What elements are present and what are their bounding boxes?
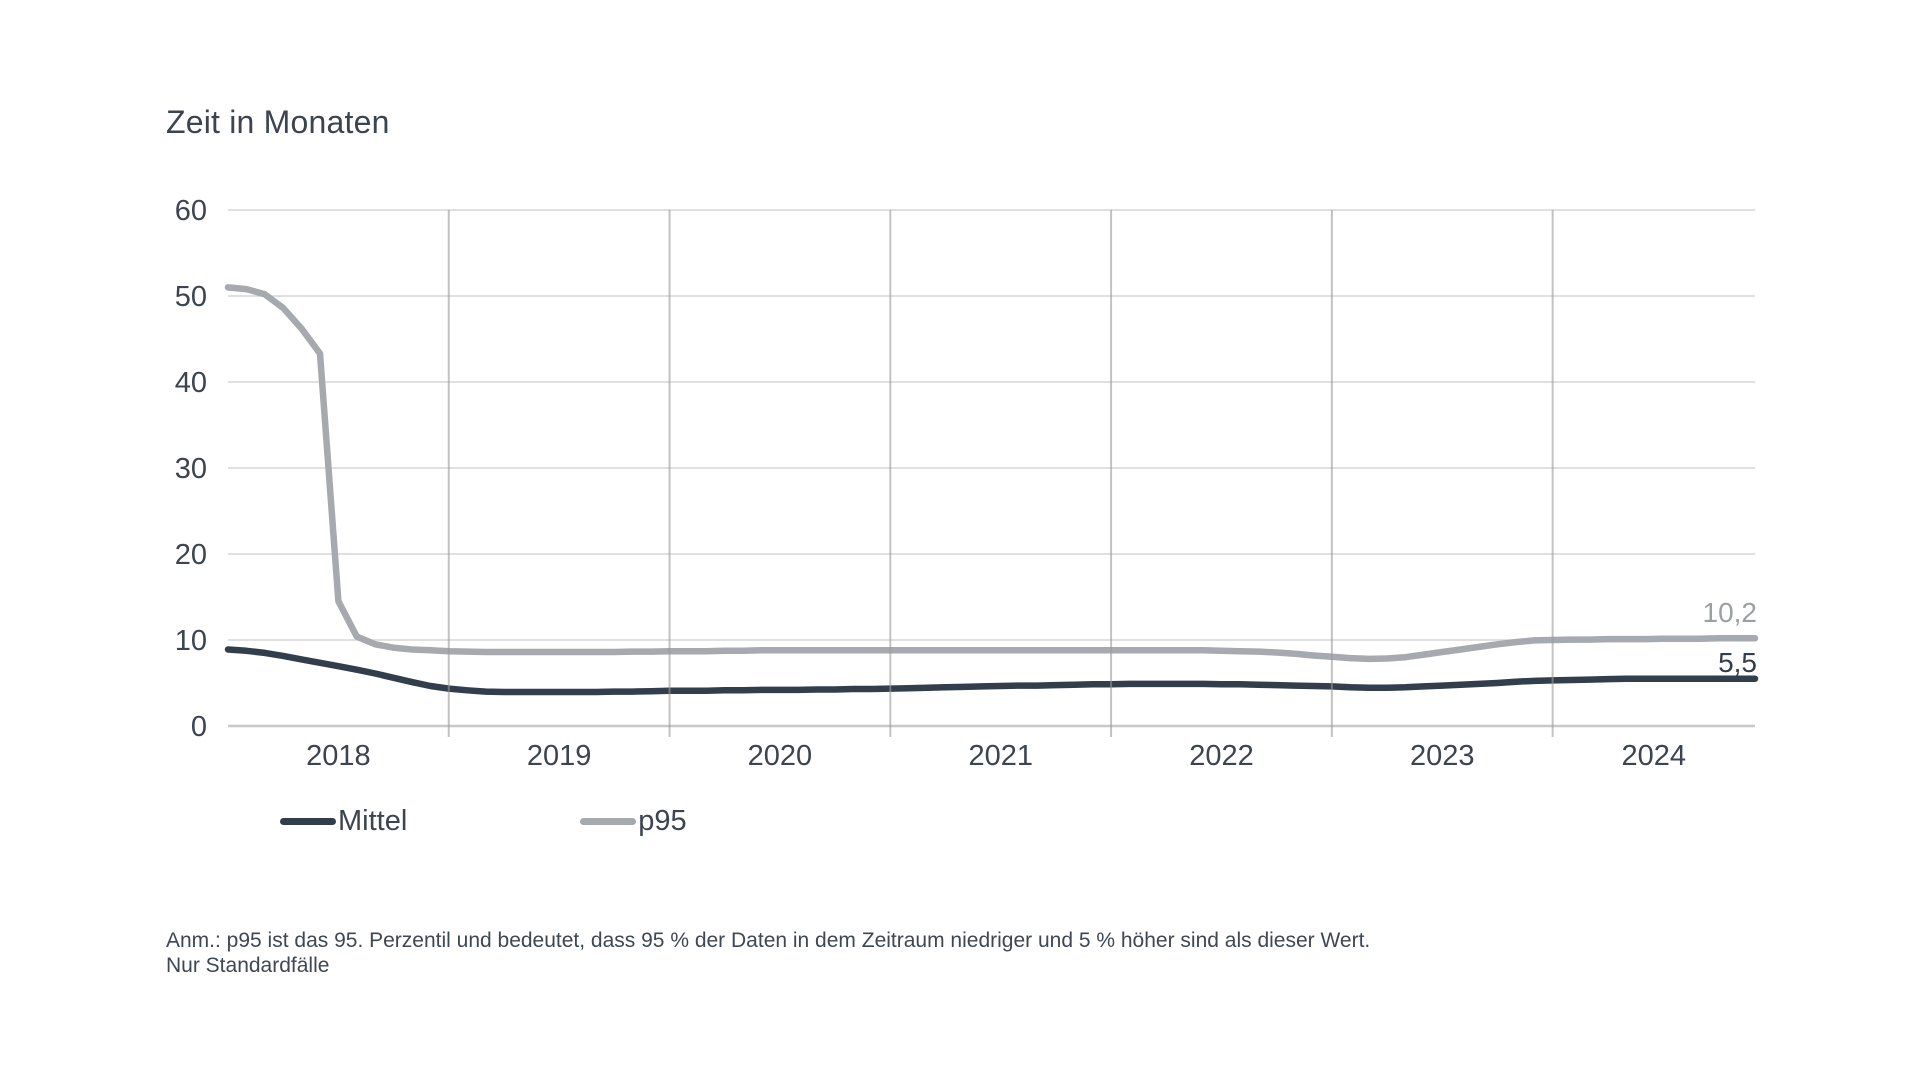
legend: Mittel p95 (280, 804, 687, 838)
footnote: Anm.: p95 ist das 95. Perzentil und bede… (166, 928, 1370, 978)
legend-swatch-p95-icon (580, 817, 637, 825)
y-axis-tick-label: 20 (175, 539, 207, 571)
y-axis-tick-label: 40 (175, 367, 207, 399)
y-axis-tick-label: 0 (191, 711, 207, 743)
end-value-label-p95: 10,2 (1703, 597, 1758, 628)
end-value-label-mittel: 5,5 (1718, 647, 1757, 678)
y-axis-tick-label: 10 (175, 625, 207, 657)
footnote-line-2: Nur Standardfälle (166, 954, 330, 977)
x-axis-tick-label: 2023 (1410, 740, 1475, 772)
x-axis-tick-label: 2022 (1189, 740, 1254, 772)
x-axis-tick-label: 2019 (527, 740, 592, 772)
y-axis-tick-label: 50 (175, 281, 207, 313)
x-axis-tick-label: 2021 (968, 740, 1033, 772)
series-line-mittel[interactable] (224, 646, 1759, 696)
legend-item-mittel[interactable]: Mittel (280, 805, 407, 838)
footnote-line-1: Anm.: p95 ist das 95. Perzentil und bede… (166, 929, 1371, 952)
chart-title: Zeit in Monaten (166, 104, 390, 140)
legend-item-p95[interactable]: p95 (580, 804, 687, 838)
x-axis-tick-label: 2024 (1622, 740, 1687, 772)
x-axis-tick-label: 2018 (306, 740, 371, 772)
legend-label-mittel: Mittel (338, 804, 408, 837)
legend-label-p95: p95 (638, 804, 687, 837)
x-axis-tick-label: 2020 (748, 740, 813, 772)
y-axis-tick-label: 30 (175, 453, 207, 485)
series-line-p95[interactable] (224, 284, 1759, 663)
legend-swatch-mittel-icon (280, 817, 336, 825)
y-axis-tick-label: 60 (175, 195, 207, 227)
